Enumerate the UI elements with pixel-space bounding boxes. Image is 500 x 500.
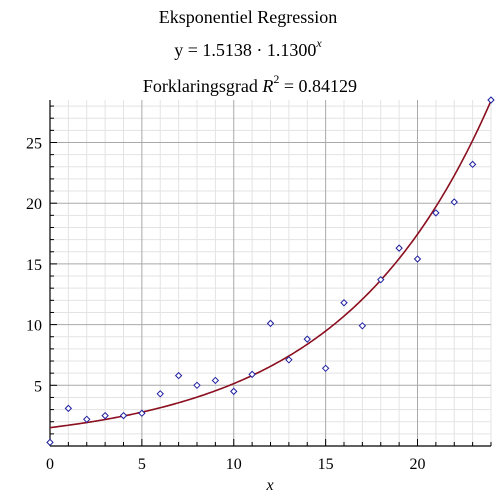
data-point-marker [358, 322, 367, 330]
data-point-marker [156, 390, 164, 398]
r-squared-value: = 0.84129 [279, 76, 357, 96]
data-point-marker [340, 299, 348, 307]
data-point-marker [138, 409, 146, 417]
data-point-marker [248, 370, 256, 379]
data-point-marker [487, 96, 495, 104]
y-tick-label: 25 [26, 135, 42, 152]
data-point-marker [285, 356, 293, 364]
data-point-marker [174, 371, 183, 380]
r-squared-power: 2 [273, 72, 279, 86]
data-point-marker [193, 381, 201, 390]
y-tick-label: 20 [26, 196, 42, 213]
chart-title: Eksponentiel Regression [159, 7, 337, 27]
x-tick-label: 10 [226, 456, 242, 473]
data-point-marker [432, 209, 440, 217]
data-point-marker [377, 275, 385, 284]
tick-labels: 0 5 10 15 20 5 10 15 20 25 [26, 135, 426, 473]
y-tick-label: 5 [34, 378, 42, 395]
equation-exponent: x [315, 36, 322, 50]
tick-marks [49, 105, 492, 446]
x-tick-label: 5 [138, 456, 146, 473]
data-point-marker [119, 411, 128, 420]
data-point-marker [321, 364, 330, 373]
data-point-marker [450, 198, 458, 206]
data-point-marker [230, 387, 238, 396]
equation-text: y = 1.5138 · 1.1300 [174, 40, 316, 60]
data-point-marker [64, 404, 73, 413]
minor-grid [50, 100, 492, 446]
x-tick-label: 15 [318, 456, 334, 473]
chart-title-block: Eksponentiel Regression y = 1.5138 · 1.1… [143, 7, 357, 96]
data-point-marker [211, 376, 220, 385]
data-point-marker [101, 411, 109, 420]
data-point-marker [303, 335, 311, 343]
r-squared-prefix: Forklaringsgrad [143, 76, 262, 96]
data-point-marker [395, 244, 403, 252]
x-tick-label: 20 [410, 456, 426, 473]
data-points [46, 96, 495, 447]
data-point-marker [266, 319, 275, 328]
y-tick-label: 15 [26, 257, 42, 274]
y-tick-label: 10 [26, 318, 42, 335]
data-point-marker [413, 255, 422, 263]
data-point-marker [468, 160, 477, 169]
x-tick-label: 0 [46, 456, 54, 473]
data-point-marker [83, 415, 91, 423]
r-squared-label: Forklaringsgrad R2 = 0.84129 [143, 72, 357, 96]
r-squared-symbol: R [261, 76, 273, 96]
data-point-marker [46, 438, 54, 447]
regression-equation: y = 1.5138 · 1.1300x [174, 36, 322, 60]
x-axis-label: x [265, 477, 273, 494]
